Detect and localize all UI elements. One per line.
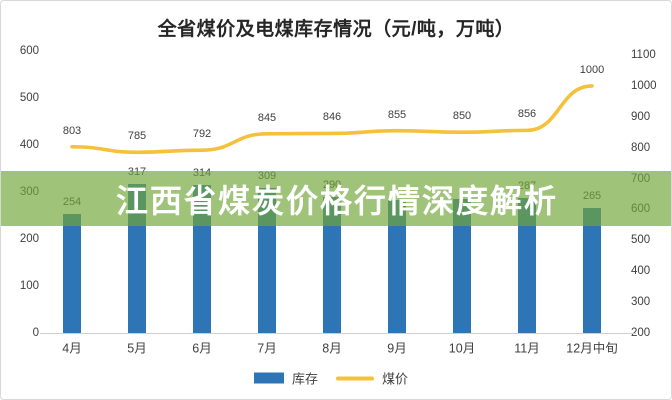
chart-legend: 库存 煤价 <box>1 369 671 388</box>
x-axis-category-label: 8月 <box>322 341 342 356</box>
right-axis-tick: 800 <box>631 141 651 154</box>
left-axis-tick: 400 <box>19 139 39 151</box>
inventory-legend-label: 库存 <box>291 371 318 387</box>
price-point-label: 803 <box>62 124 82 137</box>
x-axis-category-label: 9月 <box>387 341 407 356</box>
price-point-label: 850 <box>452 110 472 123</box>
inventory-bar <box>63 213 81 333</box>
left-axis-tick: 0 <box>32 327 39 339</box>
x-axis-category-label: 7月 <box>257 341 277 356</box>
inventory-bar <box>388 199 406 333</box>
price-point-label: 792 <box>192 128 212 141</box>
x-axis-category-label: 11月 <box>514 341 540 356</box>
x-axis-category-label: 6月 <box>192 341 212 356</box>
left-axis-tick: 600 <box>19 45 39 57</box>
x-axis-line <box>40 333 636 334</box>
headline-text: 江西省煤炭价格行情深度解析 <box>115 182 558 219</box>
price-legend-swatch <box>336 376 374 380</box>
price-point-label: 846 <box>322 111 342 124</box>
inventory-bar <box>583 208 601 333</box>
right-axis-tick: 200 <box>631 327 651 339</box>
x-axis-category-label: 5月 <box>127 341 147 356</box>
price-legend-label: 煤价 <box>382 371 409 387</box>
chart-title: 全省煤价及电煤库存情况（元/吨，万吨） <box>157 19 515 40</box>
inventory-legend-swatch <box>253 372 284 384</box>
price-point-label: 845 <box>257 111 277 124</box>
left-axis-tick: 500 <box>19 92 39 104</box>
right-axis-tick: 1000 <box>631 79 657 92</box>
right-axis-tick: 1100 <box>631 49 656 61</box>
headline-banner <box>1 171 671 226</box>
right-axis-tick: 500 <box>631 234 651 247</box>
price-point-label: 856 <box>517 108 537 121</box>
inventory-bar <box>518 198 536 333</box>
price-point-label: 855 <box>387 108 407 121</box>
inventory-bar <box>323 196 341 333</box>
x-axis-category-label: 10月 <box>448 341 476 356</box>
right-axis-tick: 400 <box>631 265 651 278</box>
price-point-label: 785 <box>127 130 147 143</box>
x-axis-category-label: 12月中旬 <box>566 341 618 356</box>
price-point-label: 1000 <box>579 63 605 76</box>
inventory-bar <box>453 199 471 333</box>
left-axis-tick: 200 <box>19 233 39 245</box>
left-axis-tick: 100 <box>19 280 39 292</box>
x-axis-category-label: 4月 <box>62 341 82 356</box>
right-axis-tick: 900 <box>631 110 651 123</box>
right-axis-tick: 300 <box>631 296 651 309</box>
